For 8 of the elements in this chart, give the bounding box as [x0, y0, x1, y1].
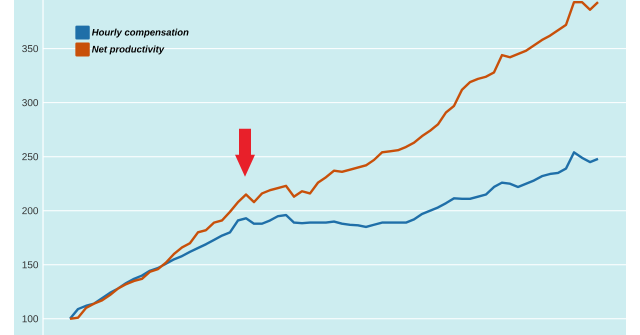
- y-tick-label: 150: [22, 261, 38, 268]
- y-tick-label: 200: [22, 207, 38, 214]
- y-tick-label: 250: [22, 153, 38, 160]
- y-tick-label: 350: [22, 45, 38, 52]
- y-tick-label: 100: [22, 315, 38, 322]
- y-tick-label: 300: [22, 99, 38, 106]
- legend-label: Hourly compensation: [92, 28, 188, 38]
- legend-label: Net productivity: [92, 46, 164, 54]
